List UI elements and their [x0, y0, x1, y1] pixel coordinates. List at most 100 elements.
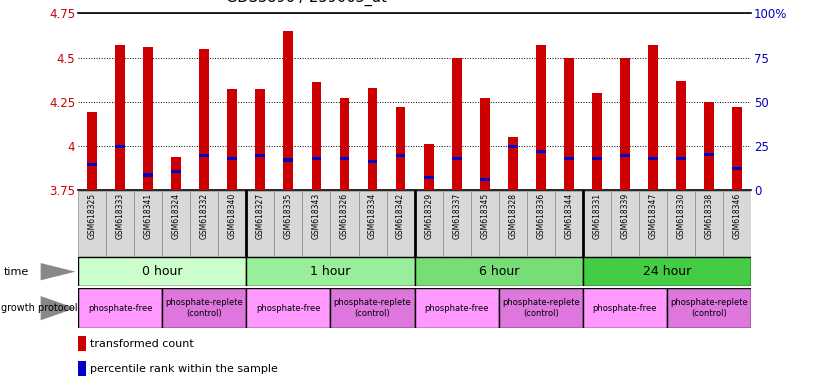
FancyBboxPatch shape [163, 288, 246, 328]
FancyBboxPatch shape [190, 191, 218, 256]
Bar [143, 174, 153, 177]
Text: GSM618324: GSM618324 [172, 193, 181, 239]
Bar [78, 361, 86, 376]
Bar [115, 145, 125, 148]
Bar [311, 82, 321, 190]
Text: GSM618327: GSM618327 [256, 193, 265, 239]
Bar [732, 107, 742, 190]
Text: phosphate-replete
(control): phosphate-replete (control) [502, 298, 580, 318]
Text: growth protocol: growth protocol [1, 303, 77, 313]
Text: GSM618335: GSM618335 [284, 193, 293, 239]
Bar [143, 47, 153, 190]
FancyBboxPatch shape [218, 191, 246, 256]
FancyBboxPatch shape [78, 191, 106, 256]
Text: GDS3896 / 259063_at: GDS3896 / 259063_at [226, 0, 387, 6]
FancyBboxPatch shape [695, 191, 723, 256]
FancyBboxPatch shape [415, 288, 498, 328]
Text: GSM618330: GSM618330 [677, 193, 686, 239]
Text: phosphate-replete
(control): phosphate-replete (control) [333, 298, 411, 318]
FancyBboxPatch shape [527, 191, 555, 256]
Bar [255, 154, 265, 157]
Text: GSM618346: GSM618346 [732, 193, 741, 239]
Text: 6 hour: 6 hour [479, 265, 519, 278]
Bar [227, 89, 237, 190]
Bar [172, 170, 181, 173]
Text: GSM618334: GSM618334 [368, 193, 377, 239]
Text: GSM618337: GSM618337 [452, 193, 461, 239]
Bar [340, 157, 350, 160]
Bar [536, 150, 546, 153]
Text: GSM618338: GSM618338 [704, 193, 713, 239]
Bar [115, 45, 125, 190]
Bar [172, 157, 181, 190]
Text: GSM618343: GSM618343 [312, 193, 321, 239]
FancyBboxPatch shape [246, 257, 415, 286]
Bar [677, 81, 686, 190]
FancyBboxPatch shape [302, 191, 330, 256]
Text: GSM618329: GSM618329 [424, 193, 433, 239]
Text: GSM618332: GSM618332 [200, 193, 209, 239]
Bar [536, 45, 546, 190]
FancyBboxPatch shape [639, 191, 667, 256]
Bar [704, 153, 714, 156]
Bar [648, 157, 658, 160]
Bar [620, 58, 630, 190]
Text: GSM618344: GSM618344 [564, 193, 573, 239]
Text: 1 hour: 1 hour [310, 265, 351, 278]
Text: GSM618347: GSM618347 [649, 193, 658, 239]
Text: phosphate-free: phosphate-free [88, 304, 153, 313]
Bar [452, 157, 461, 160]
FancyBboxPatch shape [443, 191, 470, 256]
Bar [620, 154, 630, 157]
FancyBboxPatch shape [667, 288, 751, 328]
FancyBboxPatch shape [470, 191, 498, 256]
FancyBboxPatch shape [330, 191, 359, 256]
Bar [255, 89, 265, 190]
FancyBboxPatch shape [555, 191, 583, 256]
Bar [508, 145, 518, 148]
Bar [564, 58, 574, 190]
FancyBboxPatch shape [498, 288, 583, 328]
Text: phosphate-replete
(control): phosphate-replete (control) [165, 298, 243, 318]
Bar [87, 113, 97, 190]
Bar [564, 157, 574, 160]
Polygon shape [41, 263, 76, 280]
FancyBboxPatch shape [583, 257, 751, 286]
FancyBboxPatch shape [583, 288, 667, 328]
FancyBboxPatch shape [246, 288, 330, 328]
Polygon shape [41, 296, 76, 320]
FancyBboxPatch shape [330, 288, 415, 328]
Text: 0 hour: 0 hour [142, 265, 182, 278]
Bar [78, 336, 86, 351]
Bar [479, 98, 489, 190]
Text: GSM618339: GSM618339 [621, 193, 630, 239]
FancyBboxPatch shape [498, 191, 527, 256]
Text: GSM618331: GSM618331 [593, 193, 602, 239]
Bar [368, 88, 378, 190]
Bar [200, 49, 209, 190]
Text: GSM618342: GSM618342 [396, 193, 405, 239]
Bar [283, 31, 293, 190]
FancyBboxPatch shape [583, 191, 611, 256]
FancyBboxPatch shape [163, 191, 190, 256]
FancyBboxPatch shape [611, 191, 639, 256]
Text: phosphate-free: phosphate-free [593, 304, 658, 313]
Text: phosphate-free: phosphate-free [424, 304, 489, 313]
Bar [732, 167, 742, 170]
Text: transformed count: transformed count [89, 339, 194, 349]
Text: GSM618326: GSM618326 [340, 193, 349, 239]
Bar [648, 45, 658, 190]
FancyBboxPatch shape [415, 257, 583, 286]
Bar [424, 144, 433, 190]
Text: GSM618345: GSM618345 [480, 193, 489, 239]
FancyBboxPatch shape [246, 191, 274, 256]
Text: phosphate-free: phosphate-free [256, 304, 321, 313]
FancyBboxPatch shape [106, 191, 134, 256]
Bar [396, 107, 406, 190]
Bar [592, 157, 602, 160]
Bar [283, 159, 293, 162]
Bar [340, 98, 350, 190]
Text: time: time [4, 266, 30, 277]
Text: GSM618333: GSM618333 [116, 193, 125, 239]
Bar [200, 154, 209, 157]
